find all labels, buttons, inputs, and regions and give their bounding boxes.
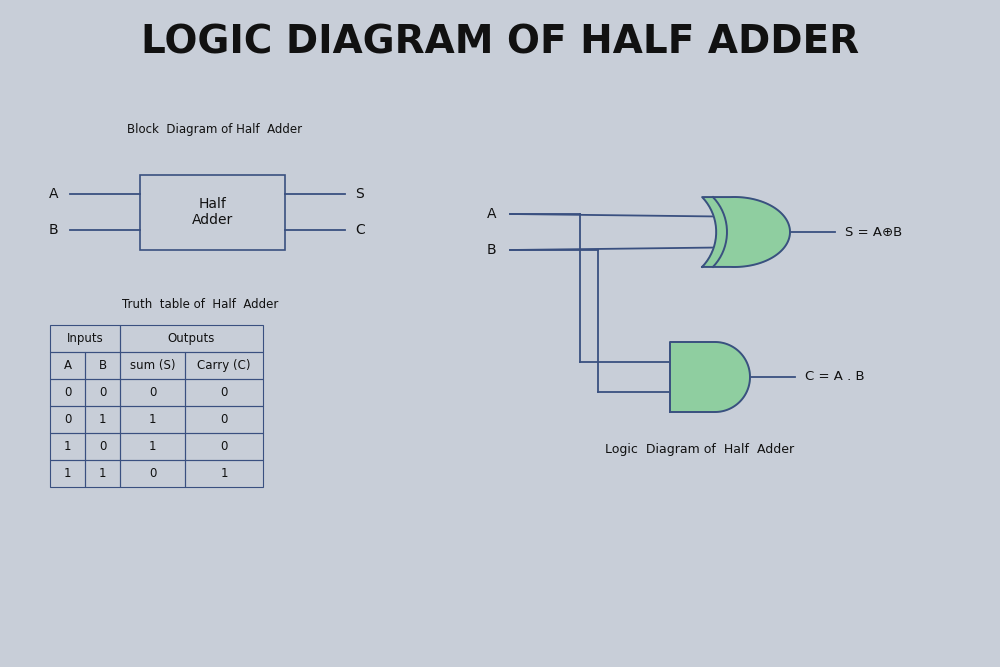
Bar <box>185 352 263 379</box>
Text: B: B <box>486 243 496 257</box>
Bar <box>50 325 120 352</box>
Bar <box>185 433 263 460</box>
Bar <box>50 352 85 379</box>
Bar <box>120 406 185 433</box>
Bar <box>120 325 263 352</box>
Bar <box>185 406 263 433</box>
Bar <box>120 460 185 487</box>
Text: A: A <box>64 359 72 372</box>
Text: S = A⊕B: S = A⊕B <box>845 225 902 239</box>
Text: 1: 1 <box>149 413 156 426</box>
Text: 1: 1 <box>220 467 228 480</box>
Text: B: B <box>48 223 58 237</box>
Text: 1: 1 <box>64 440 71 453</box>
Text: Half
Adder: Half Adder <box>192 197 233 227</box>
Bar <box>50 379 85 406</box>
Text: 0: 0 <box>220 386 228 399</box>
Bar <box>85 352 120 379</box>
Bar <box>85 433 120 460</box>
Text: 1: 1 <box>149 440 156 453</box>
Text: 0: 0 <box>149 386 156 399</box>
Text: C: C <box>355 223 365 237</box>
Bar <box>185 379 263 406</box>
Text: 1: 1 <box>99 413 106 426</box>
Text: 0: 0 <box>149 467 156 480</box>
Text: A: A <box>48 187 58 201</box>
Text: Outputs: Outputs <box>168 332 215 345</box>
Bar <box>50 406 85 433</box>
Text: Block  Diagram of Half  Adder: Block Diagram of Half Adder <box>127 123 303 135</box>
Text: 0: 0 <box>99 440 106 453</box>
Text: Truth  table of  Half  Adder: Truth table of Half Adder <box>122 299 278 311</box>
Bar <box>50 460 85 487</box>
Text: 0: 0 <box>64 413 71 426</box>
Bar <box>50 433 85 460</box>
Bar <box>85 460 120 487</box>
Bar <box>85 406 120 433</box>
Text: 0: 0 <box>99 386 106 399</box>
Text: 0: 0 <box>64 386 71 399</box>
Text: Inputs: Inputs <box>67 332 103 345</box>
Text: 1: 1 <box>64 467 71 480</box>
Bar <box>85 379 120 406</box>
Bar <box>185 460 263 487</box>
Bar <box>120 433 185 460</box>
Text: Carry (C): Carry (C) <box>197 359 251 372</box>
Text: 1: 1 <box>99 467 106 480</box>
Text: sum (S): sum (S) <box>130 359 175 372</box>
Text: 0: 0 <box>220 413 228 426</box>
Text: Logic  Diagram of  Half  Adder: Logic Diagram of Half Adder <box>605 442 795 456</box>
Bar <box>120 352 185 379</box>
Text: 0: 0 <box>220 440 228 453</box>
Text: A: A <box>486 207 496 221</box>
Bar <box>120 379 185 406</box>
Text: LOGIC DIAGRAM OF HALF ADDER: LOGIC DIAGRAM OF HALF ADDER <box>141 23 859 61</box>
Polygon shape <box>670 342 750 412</box>
Text: S: S <box>355 187 364 201</box>
Text: B: B <box>98 359 107 372</box>
Polygon shape <box>702 197 790 267</box>
Text: C = A . B: C = A . B <box>805 370 865 384</box>
